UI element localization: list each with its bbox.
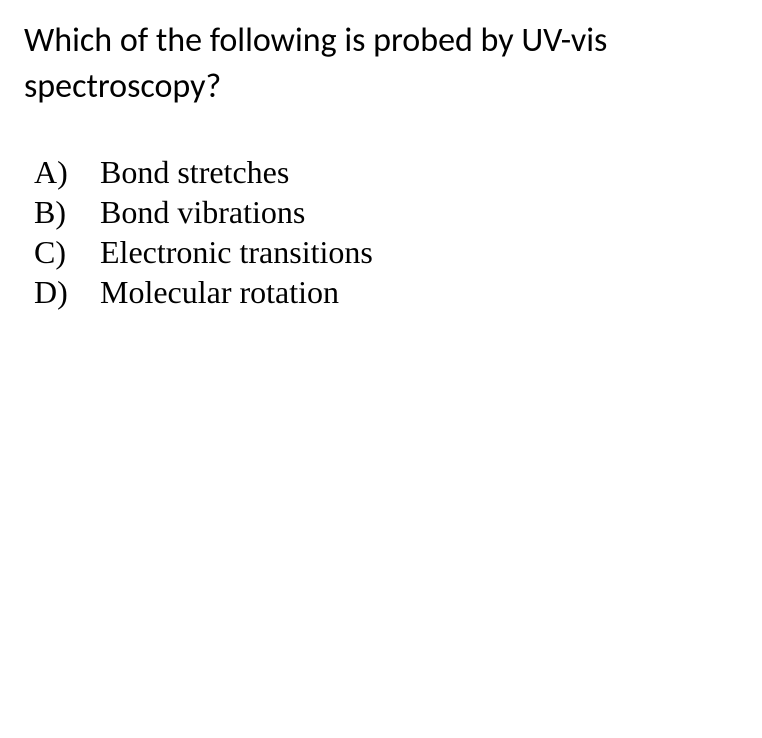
- option-letter: A): [34, 152, 100, 192]
- option-text: Bond stretches: [100, 152, 289, 192]
- option-text: Bond vibrations: [100, 192, 305, 232]
- option-letter: D): [34, 272, 100, 312]
- option-d: D) Molecular rotation: [34, 272, 738, 312]
- option-text: Electronic transitions: [100, 232, 373, 272]
- option-letter: B): [34, 192, 100, 232]
- option-text: Molecular rotation: [100, 272, 339, 312]
- options-list: A) Bond stretches B) Bond vibrations C) …: [24, 152, 738, 312]
- option-c: C) Electronic transitions: [34, 232, 738, 272]
- option-b: B) Bond vibrations: [34, 192, 738, 232]
- option-a: A) Bond stretches: [34, 152, 738, 192]
- question-text: Which of the following is probed by UV-v…: [24, 18, 738, 110]
- option-letter: C): [34, 232, 100, 272]
